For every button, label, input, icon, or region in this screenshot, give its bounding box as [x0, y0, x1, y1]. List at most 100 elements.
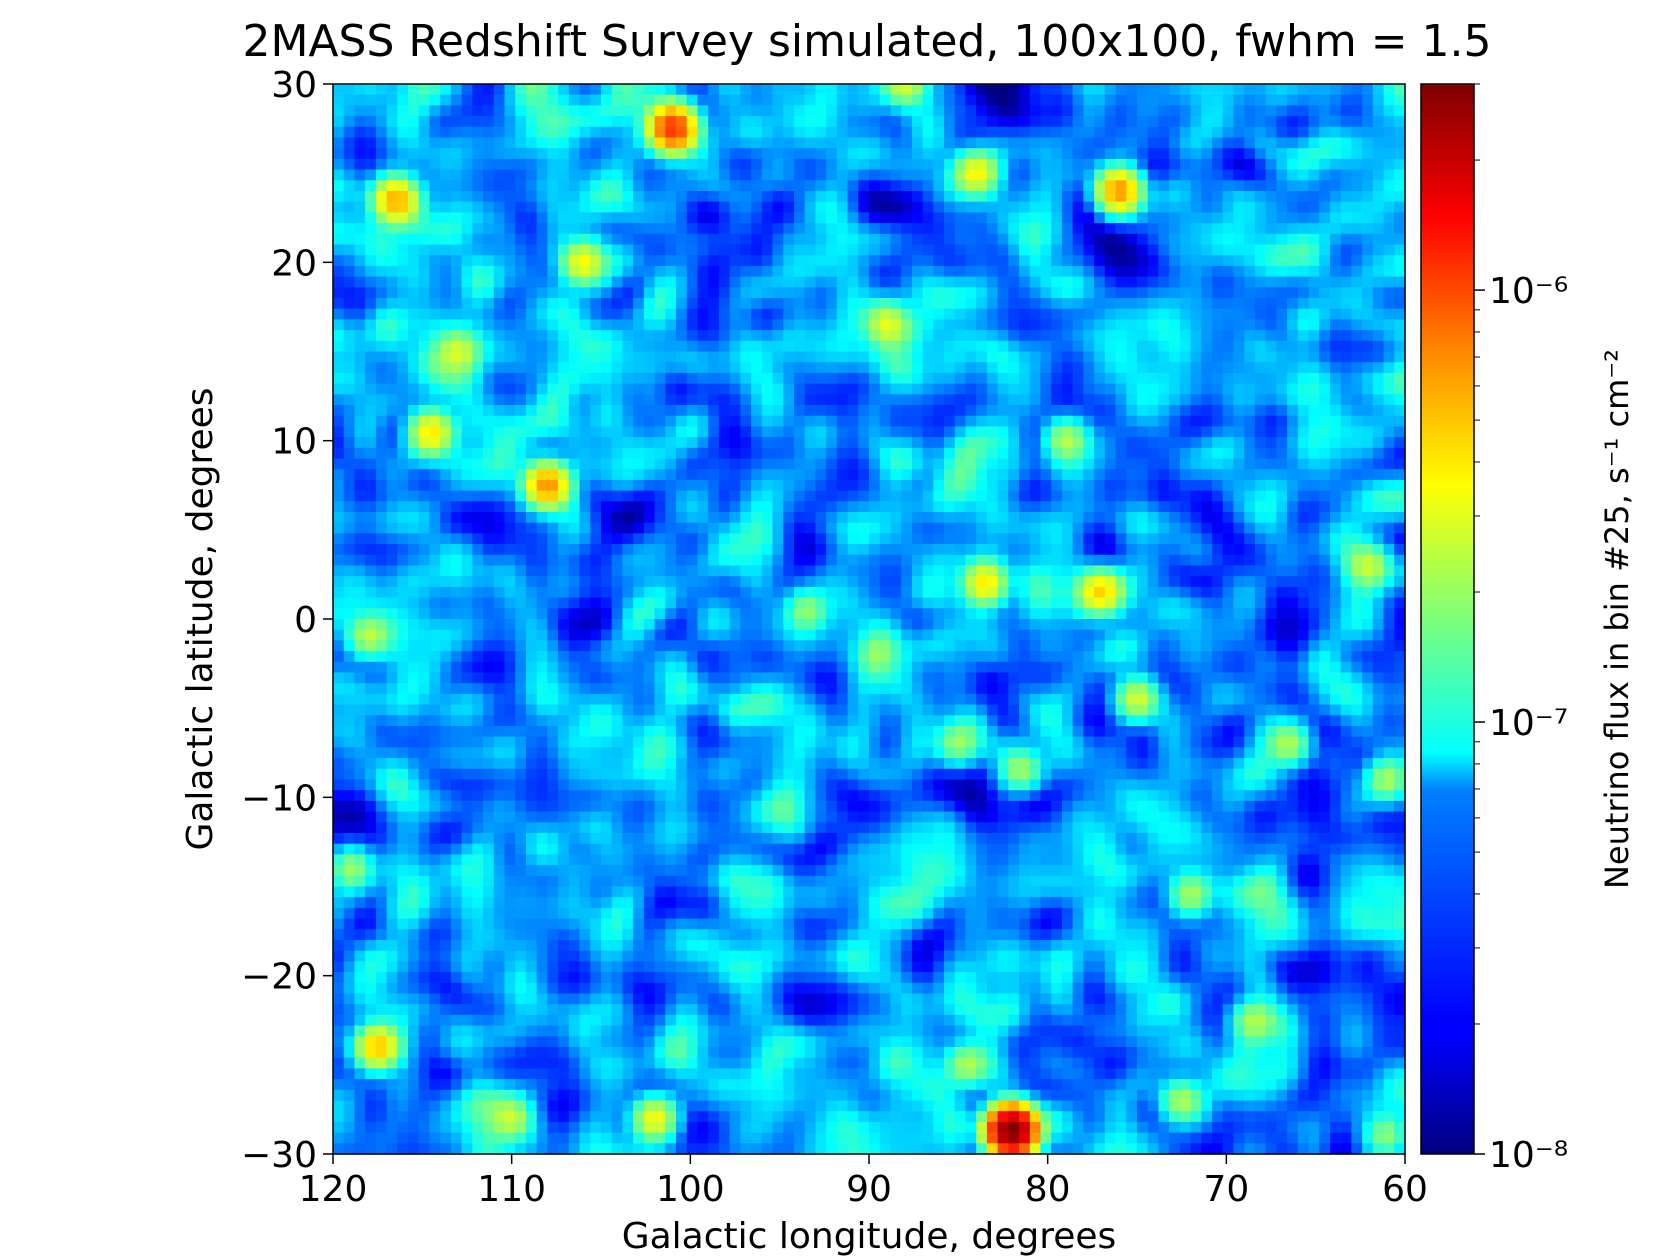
- heatmap-cell: [397, 201, 409, 213]
- heatmap-cell: [525, 330, 538, 342]
- heatmap-cell: [911, 426, 924, 438]
- heatmap-cell: [986, 351, 999, 363]
- heatmap-cell: [1029, 148, 1042, 160]
- heatmap-cell: [590, 330, 602, 342]
- heatmap-cell: [815, 586, 827, 599]
- heatmap-cell: [1040, 415, 1052, 427]
- heatmap-cell: [1147, 608, 1160, 620]
- heatmap-cell: [1083, 447, 1095, 460]
- heatmap-cell: [718, 148, 731, 160]
- heatmap-cell: [1362, 586, 1374, 599]
- heatmap-cell: [729, 469, 741, 481]
- heatmap-cell: [1083, 351, 1095, 363]
- heatmap-cell: [1126, 319, 1138, 331]
- heatmap-cell: [547, 405, 559, 417]
- heatmap-cell: [836, 287, 849, 299]
- heatmap-cell: [1340, 319, 1352, 331]
- heatmap-cell: [1147, 405, 1160, 417]
- heatmap-cell: [547, 544, 559, 556]
- heatmap-cell: [525, 233, 538, 246]
- heatmap-cell: [418, 565, 431, 577]
- heatmap-cell: [1115, 137, 1127, 149]
- heatmap-cell: [601, 372, 613, 385]
- heatmap-cell: [343, 405, 356, 417]
- heatmap-cell: [536, 255, 548, 267]
- heatmap-cell: [536, 212, 548, 224]
- heatmap-cell: [654, 522, 666, 534]
- heatmap-cell: [1265, 608, 1277, 620]
- heatmap-cell: [718, 330, 731, 342]
- heatmap-cell: [429, 372, 441, 385]
- heatmap-cell: [611, 137, 624, 149]
- heatmap-cell: [826, 479, 838, 492]
- heatmap-cell: [761, 437, 774, 449]
- heatmap-cell: [665, 180, 677, 192]
- heatmap-cell: [665, 94, 677, 106]
- heatmap-cell: [590, 576, 602, 588]
- heatmap-cell: [976, 169, 988, 181]
- heatmap-cell: [643, 308, 656, 320]
- heatmap-cell: [676, 276, 688, 288]
- heatmap-cell: [450, 533, 463, 545]
- heatmap-cell: [686, 469, 699, 481]
- heatmap-cell: [493, 586, 506, 599]
- heatmap-cell: [986, 105, 999, 117]
- heatmap-cell: [1147, 169, 1160, 181]
- heatmap-cell: [815, 105, 827, 117]
- heatmap-cell: [869, 126, 881, 139]
- heatmap-cell: [1147, 415, 1160, 427]
- heatmap-cell: [1287, 223, 1299, 235]
- heatmap-cell: [1190, 362, 1202, 374]
- heatmap-cell: [793, 169, 806, 181]
- heatmap-cell: [1115, 212, 1127, 224]
- heatmap-cell: [686, 158, 699, 171]
- heatmap-cell: [708, 137, 720, 149]
- heatmap-cell: [333, 169, 345, 181]
- heatmap-cell: [1276, 255, 1288, 267]
- heatmap-cell: [740, 437, 752, 449]
- heatmap-cell: [965, 126, 977, 139]
- heatmap-cell: [686, 405, 699, 417]
- heatmap-cell: [965, 116, 977, 128]
- heatmap-cell: [901, 308, 913, 320]
- heatmap-cell: [783, 265, 795, 278]
- heatmap-cell: [879, 330, 892, 342]
- heatmap-cell: [1383, 201, 1395, 213]
- heatmap-cell: [1372, 191, 1385, 203]
- heatmap-cell: [847, 383, 859, 395]
- heatmap-cell: [408, 362, 420, 374]
- heatmap-cell: [826, 576, 838, 588]
- heatmap-cell: [643, 394, 656, 406]
- heatmap-cell: [611, 287, 624, 299]
- heatmap-cell: [1072, 447, 1084, 460]
- heatmap-cell: [1190, 490, 1202, 502]
- heatmap-cell: [911, 490, 924, 502]
- heatmap-cell: [761, 223, 774, 235]
- heatmap-cell: [1029, 169, 1042, 181]
- heatmap-cell: [1029, 426, 1042, 438]
- heatmap-cell: [461, 351, 473, 363]
- heatmap-cell: [1265, 137, 1277, 149]
- heatmap-cell: [879, 415, 892, 427]
- heatmap-cell: [1051, 608, 1063, 620]
- heatmap-cell: [761, 308, 774, 320]
- heatmap-cell: [1297, 544, 1310, 556]
- heatmap-cell: [1222, 554, 1235, 567]
- heatmap-cell: [1008, 437, 1020, 449]
- heatmap-cell: [1137, 287, 1149, 299]
- heatmap-cell: [697, 191, 709, 203]
- heatmap-cell: [354, 116, 366, 128]
- heatmap-cell: [954, 148, 967, 160]
- heatmap-cell: [665, 191, 677, 203]
- heatmap-cell: [901, 212, 913, 224]
- heatmap-cell: [493, 512, 506, 524]
- heatmap-cell: [1137, 522, 1149, 534]
- heatmap-cell: [933, 126, 945, 139]
- heatmap-cell: [450, 383, 463, 395]
- heatmap-cell: [890, 212, 902, 224]
- heatmap-cell: [472, 201, 484, 213]
- heatmap-cell: [933, 372, 945, 385]
- heatmap-cell: [1094, 126, 1106, 139]
- heatmap-cell: [1287, 276, 1299, 288]
- heatmap-cell: [1190, 201, 1202, 213]
